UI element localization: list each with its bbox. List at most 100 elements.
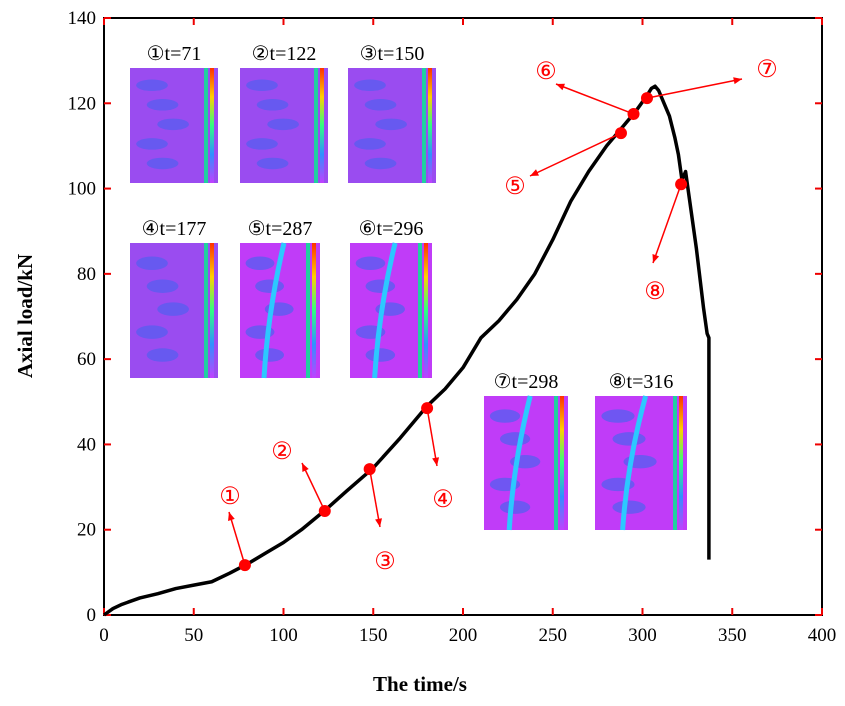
inset-blob — [601, 409, 634, 422]
x-tick-label: 100 — [269, 625, 298, 646]
arrow-head — [733, 77, 742, 84]
inset-blob — [267, 119, 299, 131]
inset-blob — [365, 99, 397, 111]
arrow-shaft — [530, 133, 621, 176]
inset-colorbar — [424, 243, 428, 378]
y-tick-label: 80 — [77, 264, 96, 285]
inset-blob — [136, 80, 168, 92]
inset-blob — [375, 119, 407, 131]
arrow-head — [432, 457, 439, 466]
inset-blob — [246, 138, 278, 150]
x-axis-title: The time/s — [373, 672, 467, 696]
inset-edge — [422, 68, 426, 183]
y-tick-label: 100 — [68, 179, 97, 200]
point-label: ⑤ — [504, 174, 526, 200]
inset-blob — [612, 501, 645, 514]
inset-title: ⑥t=296 — [359, 218, 424, 240]
inset-blob — [157, 119, 189, 131]
inset-edge — [418, 243, 422, 378]
inset-blob — [490, 409, 520, 422]
inset-blob — [136, 257, 168, 271]
x-tick-label: 400 — [808, 625, 837, 646]
inset-blob — [246, 257, 275, 271]
y-tick-label: 120 — [68, 93, 97, 114]
inset-title: ⑤t=287 — [248, 218, 313, 240]
inset-blob — [136, 138, 168, 150]
inset-colorbar — [428, 68, 432, 183]
inset-blob — [354, 80, 386, 92]
point-marker — [675, 178, 687, 190]
inset: ⑤t=287 — [240, 218, 320, 378]
inset: ④t=177 — [130, 218, 218, 378]
point-marker — [615, 127, 627, 139]
arrow-head — [228, 512, 235, 521]
inset-blob — [612, 432, 645, 445]
point-label: ⑦ — [756, 57, 778, 83]
inset-edge — [673, 396, 677, 530]
point-label: ① — [219, 484, 241, 510]
point-marker — [641, 92, 653, 104]
inset-blob — [257, 158, 289, 170]
inset-blob — [255, 348, 284, 362]
inset-title: ⑧t=316 — [609, 371, 674, 393]
x-tick-label: 300 — [628, 625, 657, 646]
arrow-shaft — [370, 469, 380, 527]
inset-edge — [314, 68, 318, 183]
inset: ①t=71 — [130, 43, 218, 183]
inset-blob — [147, 348, 179, 362]
point-label: ⑧ — [644, 279, 666, 305]
inset-blob — [157, 302, 189, 316]
arrow-head — [375, 518, 382, 527]
inset-blob — [147, 99, 179, 111]
point-label: ② — [271, 439, 293, 465]
y-axis-title: Axial load/kN — [13, 254, 37, 378]
inset-blob — [147, 158, 179, 170]
arrow-shaft — [427, 408, 437, 466]
point-marker — [421, 402, 433, 414]
inset-blob — [500, 432, 530, 445]
arrow-head — [652, 254, 659, 263]
inset-edge — [554, 396, 558, 530]
inset-edge — [204, 243, 208, 378]
inset-blob — [366, 348, 396, 362]
inset-blob — [246, 80, 278, 92]
point-marker — [239, 559, 251, 571]
inset-title: ②t=122 — [252, 43, 317, 65]
y-tick-label: 0 — [87, 605, 97, 626]
y-tick-label: 40 — [77, 434, 96, 455]
inset: ⑧t=316 — [595, 371, 687, 530]
point-marker — [319, 505, 331, 517]
inset-colorbar — [210, 68, 214, 183]
inset-colorbar — [560, 396, 564, 530]
inset-colorbar — [679, 396, 683, 530]
x-tick-label: 50 — [184, 625, 203, 646]
inset: ⑥t=296 — [350, 218, 432, 378]
inset-title: ④t=177 — [142, 218, 207, 240]
arrow-head — [556, 84, 565, 91]
inset-colorbar — [210, 243, 214, 378]
arrow-shaft — [556, 84, 634, 114]
x-tick-label: 200 — [449, 625, 478, 646]
inset-title: ③t=150 — [360, 43, 425, 65]
chart: The time/s Axial load/kN ①t=71 ②t=122 ③t=1… — [0, 0, 845, 701]
arrow-shaft — [653, 184, 681, 263]
point-label: ④ — [432, 487, 454, 513]
inset-blob — [365, 158, 397, 170]
inset-blob — [354, 138, 386, 150]
inset-blob — [136, 325, 168, 339]
inset-blob — [257, 99, 289, 111]
point-label: ③ — [374, 549, 396, 575]
y-tick-label: 140 — [68, 8, 97, 29]
inset-colorbar — [312, 243, 316, 378]
x-tick-label: 0 — [99, 625, 109, 646]
inset-blob — [255, 279, 284, 293]
point-marker — [628, 108, 640, 120]
inset-blob — [500, 501, 530, 514]
inset-edge — [306, 243, 310, 378]
y-tick-label: 20 — [77, 520, 96, 541]
point-marker — [364, 463, 376, 475]
x-tick-label: 250 — [539, 625, 568, 646]
inset-colorbar — [320, 68, 324, 183]
inset-title: ①t=71 — [147, 43, 202, 65]
inset: ③t=150 — [348, 43, 436, 183]
